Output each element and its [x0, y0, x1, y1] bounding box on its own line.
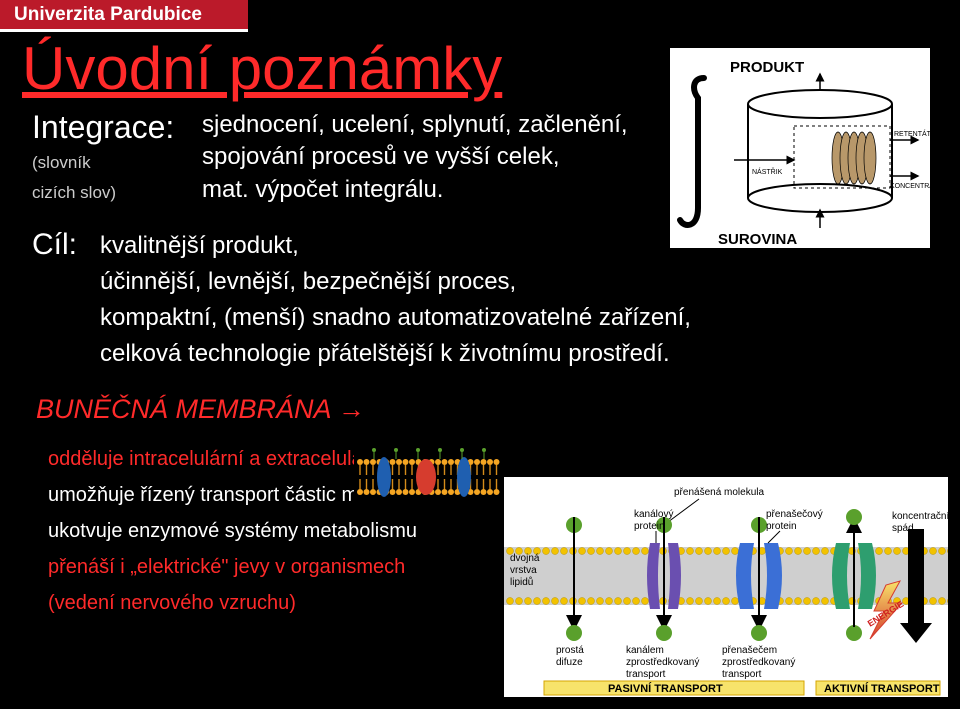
definition-sublabel2: cizích slov): [32, 180, 202, 206]
goal-label: Cíl:: [32, 228, 100, 372]
svg-text:RETENTÁT: RETENTÁT: [894, 129, 930, 138]
svg-text:prostádifuze: prostádifuze: [556, 645, 584, 668]
goal-row: Cíl: kvalitnější produkt, účinnější, lev…: [32, 228, 960, 372]
goal-line2: účinnější, levnější, bezpečnější proces,: [100, 264, 691, 300]
svg-text:NÁSTŘIK: NÁSTŘIK: [752, 167, 783, 176]
definition-line2: spojování procesů ve vyšší celek,: [202, 141, 628, 173]
goal-line4: celková technologie přátelštější k život…: [100, 336, 691, 372]
membrane-item1: odděluje intracelulární a extracelulární…: [48, 441, 960, 477]
definition-label-col: Integrace: (slovník cizích slov): [32, 109, 202, 206]
header-bar: Univerzita Pardubice: [0, 0, 248, 32]
definition-label: Integrace:: [32, 109, 202, 146]
definition-text: sjednocení, ucelení, splynutí, začlenění…: [202, 109, 628, 206]
definition-line1: sjednocení, ucelení, splynutí, začlenění…: [202, 109, 628, 141]
definition-line3: mat. výpočet integrálu.: [202, 174, 628, 206]
university-name: Univerzita Pardubice: [14, 4, 202, 26]
svg-text:PASIVNÍ TRANSPORT: PASIVNÍ TRANSPORT: [608, 682, 723, 695]
svg-text:AKTIVNÍ TRANSPORT: AKTIVNÍ TRANSPORT: [824, 682, 940, 695]
membrane-illustration: [354, 442, 504, 512]
svg-text:PRODUKT: PRODUKT: [730, 59, 804, 76]
goal-text: kvalitnější produkt, účinnější, levnější…: [100, 228, 691, 372]
svg-text:protein: protein: [634, 521, 665, 532]
definition-sublabel1: (slovník: [32, 150, 202, 176]
transport-diagram-svg: přenášená molekuladvojnávrstvalipidůkaná…: [504, 477, 948, 697]
svg-text:SUROVINA: SUROVINA: [718, 231, 797, 248]
product-diagram: PRODUKT SUROVINA NÁSTŘIK RETENTÁT KONCENTRÁT: [670, 48, 930, 248]
membrane-illustration-svg: [354, 442, 504, 512]
svg-text:přenašečový: přenašečový: [766, 509, 823, 520]
product-diagram-svg: PRODUKT SUROVINA NÁSTŘIK RETENTÁT KONCENTRÁT: [670, 48, 930, 248]
membrane-heading: BUNĚČNÁ MEMBRÁNA →: [36, 394, 960, 425]
svg-text:protein: protein: [766, 521, 797, 532]
goal-line3: kompaktní, (menší) snadno automatizovate…: [100, 300, 691, 336]
goal-line1: kvalitnější produkt,: [100, 228, 691, 264]
transport-diagram: přenášená molekuladvojnávrstvalipidůkaná…: [504, 477, 948, 697]
svg-text:kanálový: kanálový: [634, 509, 673, 520]
svg-text:přenášená molekula: přenášená molekula: [674, 487, 764, 498]
svg-text:KONCENTRÁT: KONCENTRÁT: [890, 181, 930, 190]
